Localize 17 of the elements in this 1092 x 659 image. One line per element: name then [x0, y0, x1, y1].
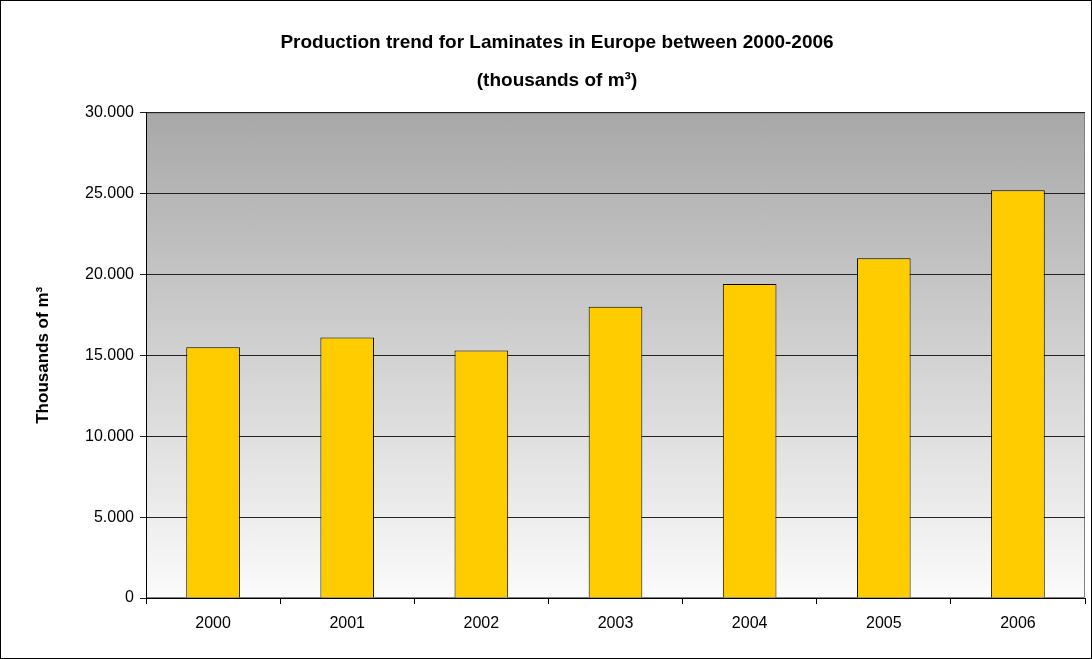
x-tick-label: 2006 — [1000, 614, 1036, 632]
x-tick-label: 2005 — [865, 614, 902, 632]
x-tick-label: 2000 — [195, 614, 231, 632]
y-tick-label: 15.000 — [85, 345, 135, 363]
y-tick-label: 10.000 — [85, 426, 135, 444]
x-tick-label: 2003 — [597, 614, 634, 632]
y-axis-title: Thousands of m³ — [32, 286, 52, 424]
y-tick-label: 20.000 — [85, 264, 135, 282]
y-tick-label: 5.000 — [93, 507, 135, 525]
y-tick-label: 0 — [125, 588, 135, 606]
y-tick-label: 25.000 — [85, 183, 135, 201]
x-tick-label: 2002 — [463, 614, 500, 632]
chart-subtitle: (thousands of m³) — [476, 69, 638, 91]
x-tick-label: 2004 — [731, 614, 768, 632]
y-tick-label: 30.000 — [85, 103, 135, 121]
x-tick-label: 2001 — [329, 614, 366, 632]
chart-title: Production trend for Laminates in Europe between 2000-2006 — [280, 30, 834, 52]
